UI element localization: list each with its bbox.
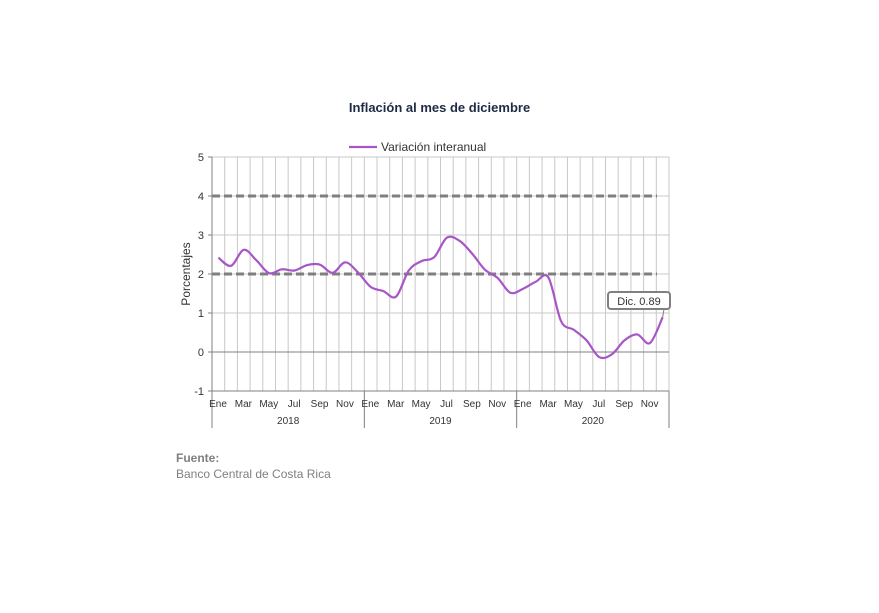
x-tick-label: Nov — [641, 399, 659, 410]
x-tick-label: Jul — [592, 399, 605, 410]
reference-lines — [212, 194, 657, 276]
x-tick-label: Jul — [288, 399, 301, 410]
year-label: 2018 — [277, 416, 300, 427]
x-tick-label: May — [412, 399, 431, 410]
y-tick-label: 3 — [198, 230, 204, 242]
x-tick-label: Mar — [235, 399, 253, 410]
axes — [208, 156, 670, 428]
x-tick-label: Mar — [387, 399, 405, 410]
legend-label: Variación interanual — [381, 140, 486, 154]
source-note: Fuente: Banco Central de Costa Rica — [176, 450, 331, 482]
x-tick-label: Sep — [615, 399, 633, 410]
axis-labels: 5 4 3 2 1 0 -1 Porcentajes Ene Mar May Jul Sep Nov Ene… — [179, 152, 659, 427]
annotation: Dic. 0.89 — [607, 291, 671, 318]
x-tick-label: Sep — [311, 399, 329, 410]
y-tick-label: -1 — [194, 386, 204, 398]
x-tick-label: Ene — [514, 399, 532, 410]
year-label: 2019 — [429, 416, 452, 427]
source-label: Fuente: — [176, 451, 220, 465]
annotation-leader — [662, 308, 665, 318]
annotation-label: Dic. 0.89 — [617, 296, 660, 308]
chart-title: Inflación al mes de diciembre — [348, 100, 531, 115]
y-axis-title: Porcentajes — [179, 242, 193, 305]
x-tick-label: Nov — [336, 399, 354, 410]
x-tick-label: Ene — [209, 399, 227, 410]
x-tick-label: Ene — [361, 399, 379, 410]
x-tick-label: May — [259, 399, 278, 410]
x-tick-label: Nov — [488, 399, 506, 410]
y-tick-label: 0 — [198, 347, 204, 359]
annotation-box — [607, 291, 671, 310]
x-tick-label: Mar — [539, 399, 557, 410]
source-text: Banco Central de Costa Rica — [176, 467, 331, 481]
series-lines — [217, 235, 664, 360]
y-tick-label: 5 — [198, 152, 204, 164]
y-tick-label: 1 — [198, 308, 204, 320]
x-tick-label: May — [564, 399, 583, 410]
year-label: 2020 — [582, 416, 605, 427]
y-tick-label: 2 — [198, 269, 204, 281]
series-line — [217, 235, 664, 360]
legend: Variación interanual — [349, 140, 486, 154]
x-tick-label: Sep — [463, 399, 481, 410]
y-tick-label: 4 — [198, 191, 204, 203]
x-tick-label: Jul — [440, 399, 453, 410]
